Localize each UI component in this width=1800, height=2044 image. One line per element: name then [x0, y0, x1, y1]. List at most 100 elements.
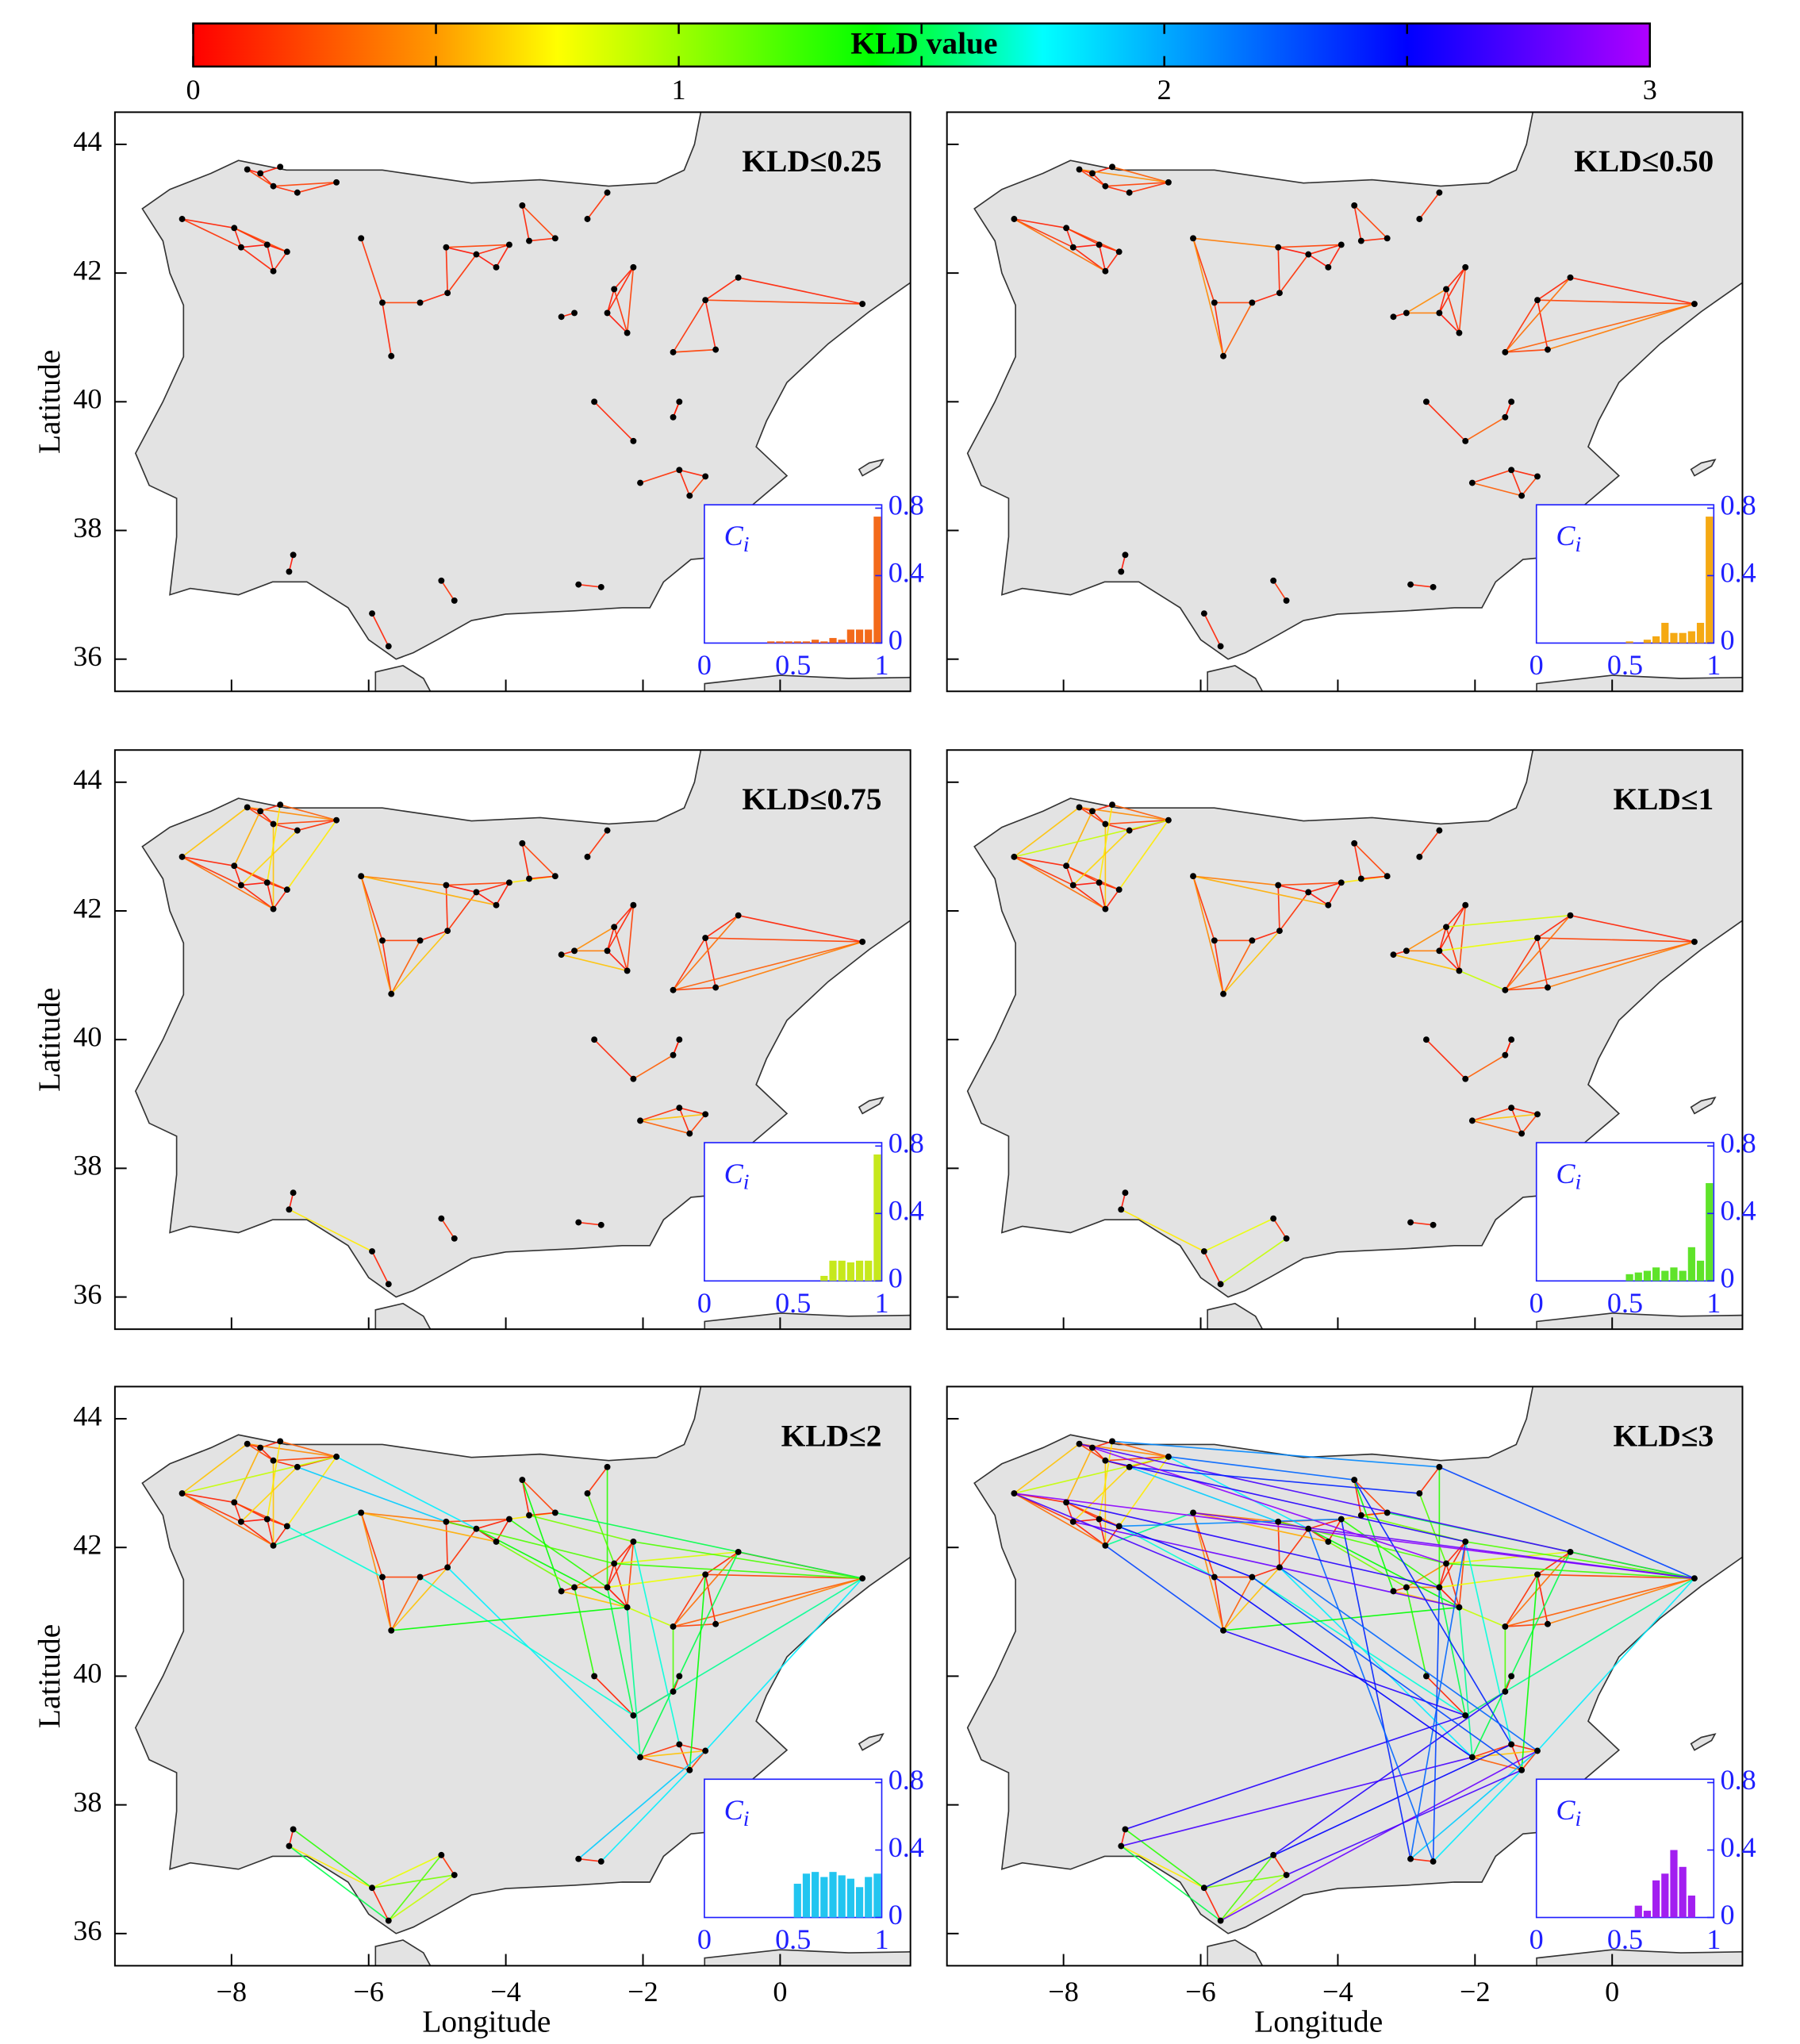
histogram-bar — [793, 641, 801, 644]
link — [1214, 1576, 1473, 1758]
link — [613, 1541, 635, 1565]
inset-label-main: C — [724, 1794, 744, 1826]
station — [1534, 935, 1541, 942]
link — [233, 1447, 261, 1503]
station — [1115, 886, 1123, 893]
histogram-bar — [820, 641, 828, 644]
inset-y-tick-label: 0.4 — [888, 557, 924, 589]
station — [1691, 301, 1698, 307]
inset-x-tick-label: 0.5 — [1607, 649, 1643, 681]
station — [1200, 1248, 1207, 1254]
station — [1338, 241, 1345, 248]
station — [369, 610, 375, 617]
station — [1436, 309, 1443, 317]
inset-label: Ci — [1556, 1794, 1581, 1831]
y-tick-label: 38 — [73, 512, 102, 544]
link — [266, 805, 282, 883]
station — [1403, 309, 1410, 317]
link — [1521, 1113, 1538, 1135]
link — [495, 882, 510, 906]
link — [639, 469, 680, 484]
link — [1073, 1518, 1100, 1523]
link — [1308, 244, 1341, 256]
link — [528, 1514, 634, 1543]
link — [1073, 884, 1106, 910]
link — [1570, 276, 1695, 305]
station — [1118, 1842, 1125, 1850]
station — [294, 189, 301, 196]
inset-y-tick-label: 0 — [1721, 1262, 1735, 1294]
link — [626, 267, 635, 333]
inset-y-tick-label: 0 — [1721, 1899, 1735, 1931]
link — [1105, 181, 1169, 187]
station — [1416, 1490, 1423, 1497]
link — [371, 1887, 390, 1921]
station — [670, 1623, 677, 1630]
link — [1432, 1587, 1441, 1862]
link — [1278, 246, 1309, 256]
link — [738, 276, 863, 305]
station — [270, 820, 277, 828]
histogram-bar — [1706, 1183, 1714, 1281]
link — [673, 1623, 716, 1627]
x-tick-label: 0 — [1605, 1976, 1619, 2008]
link — [266, 1519, 274, 1546]
histogram-bar — [1661, 1873, 1669, 1918]
link — [293, 1828, 373, 1888]
inset-y-tick-label: 0.8 — [888, 1128, 924, 1159]
land — [1690, 459, 1717, 477]
station — [1390, 951, 1397, 959]
link — [1214, 1577, 1224, 1631]
station — [1338, 879, 1345, 886]
inset-x-tick-label: 0 — [1529, 1287, 1544, 1319]
inset-x-tick-label: 0.5 — [775, 1923, 811, 1955]
station — [519, 840, 526, 847]
link — [639, 1551, 739, 1758]
link — [1065, 1501, 1440, 1589]
station — [1283, 1872, 1290, 1878]
link — [1098, 805, 1113, 883]
link — [1203, 1874, 1287, 1889]
station — [1122, 1826, 1129, 1833]
station — [637, 479, 643, 486]
histogram-bar — [812, 1872, 819, 1918]
land — [374, 1302, 432, 1330]
station — [1305, 1525, 1312, 1532]
link — [1438, 1563, 1447, 1588]
station — [1502, 348, 1509, 355]
station — [1436, 189, 1443, 196]
histogram-bar — [846, 629, 854, 644]
station — [493, 1538, 500, 1545]
link — [1214, 940, 1224, 994]
link — [266, 882, 274, 909]
link — [1105, 819, 1169, 825]
inset-x-tick-label: 1 — [874, 649, 888, 681]
link — [704, 1551, 739, 1575]
station — [294, 827, 301, 834]
link — [1472, 482, 1522, 497]
link — [1472, 1743, 1512, 1758]
inset-label-subscript: i — [1575, 1170, 1582, 1195]
station — [505, 879, 512, 886]
link — [1192, 237, 1279, 248]
station — [1502, 1623, 1509, 1630]
land — [704, 674, 911, 692]
panel-title: KLD≤2 — [781, 1418, 882, 1453]
land — [858, 459, 885, 477]
station — [1305, 889, 1312, 896]
x-tick-label: −8 — [217, 1976, 247, 2008]
station — [676, 1105, 683, 1112]
station — [1165, 816, 1172, 824]
inset: 0 0.5 100.40.8Ci — [697, 1128, 924, 1319]
histogram-bar — [1696, 622, 1705, 644]
link — [1277, 885, 1280, 932]
inset-x-tick-label: 0 — [697, 1923, 712, 1955]
histogram-bar — [785, 641, 793, 644]
station — [1508, 467, 1515, 474]
x-axis-label: Longitude — [1254, 2004, 1383, 2038]
link — [1410, 1221, 1433, 1226]
station — [333, 179, 340, 186]
link — [1222, 1566, 1280, 1631]
link — [639, 1113, 706, 1122]
link — [1192, 875, 1279, 886]
